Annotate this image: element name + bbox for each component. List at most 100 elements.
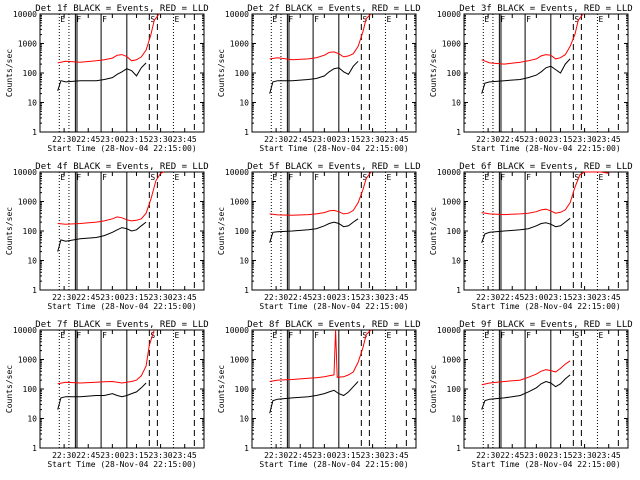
plot-frame [463,13,629,133]
time-marker-label: F [288,331,293,340]
time-marker-label: S [574,173,579,182]
x-tick-label: 22:30 [264,293,288,302]
events-series-line [269,218,359,243]
x-tick-label: 23:15 [336,293,360,302]
x-tick-label: 22:45 [288,135,312,144]
x-tick-label: 23:00 [100,451,124,460]
time-marker-label: F [102,331,107,340]
lld-series-line [481,171,609,216]
x-tick-label: 22:45 [500,451,524,460]
y-tick-label: 100 [447,385,462,394]
x-axis-label: Start Time (28-Nov-04 22:15:00) [259,144,408,153]
x-tick-label: 22:45 [76,135,100,144]
y-tick-label: 1 [456,128,461,137]
time-marker-label: F [526,15,531,24]
y-axis-label: Counts/sec [429,49,438,97]
detector-panel: Det 7f BLACK = Events, RED = LLD 1 10 100 10… [5,320,209,469]
x-tick-label: 23:30 [573,293,597,302]
time-marker-label: F [288,173,293,182]
x-tick-label: 23:15 [336,135,360,144]
x-tick-label: 23:15 [124,293,148,302]
panel-title: Det 6f BLACK = Events, RED = LLD [459,162,632,172]
y-tick-label: 1 [32,444,37,453]
x-tick-label: 22:45 [500,293,524,302]
time-marker-label: F [526,173,531,182]
x-tick-label: 23:45 [173,135,197,144]
plot-frame [39,13,205,133]
time-marker-label: E [174,173,179,182]
y-tick-label: 100 [235,69,250,78]
y-tick-label: 10000 [225,326,249,335]
x-axis-label: Start Time (28-Nov-04 22:15:00) [47,460,196,469]
y-axis-label: Counts/sec [217,207,226,255]
time-marker-label: E [174,15,179,24]
time-marker-label: F [500,331,505,340]
time-marker-label: F [102,173,107,182]
time-marker-label: F [314,331,319,340]
time-marker-label: E [598,331,603,340]
x-tick-label: 23:00 [100,293,124,302]
time-marker-label: F [500,173,505,182]
y-tick-label: 1000 [18,40,37,49]
y-axis-label: Counts/sec [5,365,14,413]
x-tick-label: 22:30 [264,135,288,144]
events-series-line [57,62,147,91]
time-marker-label: E [386,15,391,24]
time-marker-label: S [362,15,367,24]
y-tick-label: 10 [27,415,37,424]
x-tick-label: 23:45 [385,293,409,302]
x-axis-label: Start Time (28-Nov-04 22:15:00) [259,460,408,469]
y-tick-label: 10 [239,99,249,108]
y-tick-label: 100 [23,69,38,78]
detector-panel: Det 1f BLACK = Events, RED = LLD 1 10 100 10… [5,4,209,153]
time-marker-label: F [526,331,531,340]
y-tick-label: 1000 [442,356,461,365]
lld-series-line [269,171,372,216]
time-marker-label: E [484,173,489,182]
plot-frame [251,329,417,449]
x-tick-label: 23:45 [597,293,621,302]
y-tick-label: 1000 [230,198,249,207]
x-tick-label: 23:00 [312,135,336,144]
x-axis-label: Start Time (28-Nov-04 22:15:00) [47,144,196,153]
y-tick-label: 1000 [18,198,37,207]
time-marker-label: S [150,173,155,182]
y-tick-label: 1 [244,286,249,295]
x-tick-label: 23:00 [100,135,124,144]
time-marker-label: S [574,331,579,340]
time-marker-label: E [272,331,277,340]
x-tick-label: 23:30 [149,135,173,144]
y-tick-label: 10000 [437,168,461,177]
lld-series-line [57,329,155,385]
time-marker-label: E [484,331,489,340]
detector-panel: Det 3f BLACK = Events, RED = LLD 1 10 100 10… [429,4,633,153]
time-marker-label: F [102,15,107,24]
y-tick-label: 10000 [13,10,37,19]
x-tick-label: 23:00 [524,293,548,302]
lld-series-line [269,329,372,382]
x-tick-label: 22:45 [76,451,100,460]
y-tick-label: 10000 [437,326,461,335]
detector-panel: Det 4f BLACK = Events, RED = LLD 1 10 100 10… [5,162,209,311]
time-marker-label: E [272,173,277,182]
y-tick-label: 1 [32,128,37,137]
y-tick-label: 1 [32,286,37,295]
x-tick-label: 23:00 [524,451,548,460]
events-series-line [269,381,359,414]
y-tick-label: 100 [23,385,38,394]
panel-title: Det 3f BLACK = Events, RED = LLD [459,4,632,14]
x-tick-label: 22:45 [76,293,100,302]
y-axis-label: Counts/sec [5,49,14,97]
panel-title: Det 4f BLACK = Events, RED = LLD [35,162,208,172]
y-tick-label: 1 [244,128,249,137]
x-tick-label: 22:30 [264,451,288,460]
x-tick-label: 22:30 [52,451,76,460]
lld-series-line [269,13,372,61]
x-tick-label: 22:30 [476,293,500,302]
time-marker-label: E [598,173,603,182]
time-marker-label: E [60,15,65,24]
detector-panel: Det 9f BLACK = Events, RED = LLD 1 10 100 10… [429,320,633,469]
x-tick-label: 23:15 [336,451,360,460]
time-marker-label: S [362,173,367,182]
